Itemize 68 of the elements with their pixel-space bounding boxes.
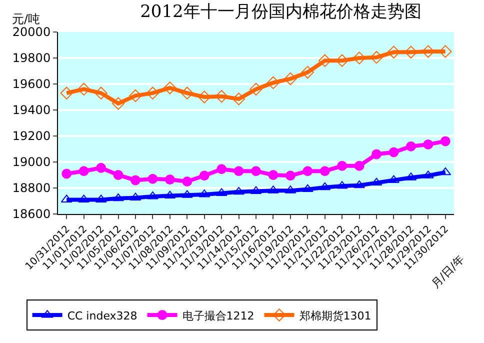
point: [94, 86, 108, 100]
point: [423, 139, 434, 150]
point: [251, 166, 261, 176]
point: [422, 45, 435, 58]
point: [284, 72, 297, 86]
point: [387, 46, 400, 58]
point: [372, 149, 382, 160]
y-tick-label: 19200: [12, 129, 51, 144]
point: [302, 184, 314, 192]
point: [302, 166, 313, 176]
point: [112, 97, 125, 110]
point: [148, 174, 158, 184]
point: [129, 89, 142, 102]
point: [113, 170, 124, 180]
point: [336, 54, 348, 67]
point: [440, 136, 450, 146]
point: [215, 90, 228, 103]
point: [199, 170, 210, 181]
point: [352, 52, 366, 64]
point: [439, 45, 452, 58]
point: [320, 166, 330, 176]
point: [318, 54, 332, 67]
point: [77, 82, 90, 96]
y-axis-title: 元/吨: [12, 12, 40, 26]
point: [440, 167, 452, 176]
point: [233, 186, 244, 195]
point: [266, 76, 280, 90]
point: [354, 180, 365, 188]
point: [216, 164, 227, 174]
point: [268, 170, 278, 180]
y-tick-label: 19600: [12, 77, 51, 92]
y-tick-label: 20000: [12, 25, 51, 40]
point: [112, 193, 124, 202]
point: [96, 162, 106, 173]
point: [62, 168, 72, 179]
point: [406, 141, 416, 152]
point: [78, 166, 89, 176]
point: [182, 176, 192, 186]
y-tick-label: 18800: [12, 181, 51, 196]
point: [285, 170, 296, 181]
y-tick-label: 19000: [12, 155, 51, 170]
legend-label: 郑棉期货1301: [299, 309, 372, 322]
point: [232, 92, 246, 106]
y-tick-label: 19400: [12, 103, 51, 118]
legend-label: CC index328: [67, 309, 138, 322]
point: [146, 86, 160, 100]
point: [164, 82, 176, 94]
point: [60, 86, 73, 100]
point: [180, 86, 194, 100]
point: [388, 147, 399, 158]
point: [301, 66, 314, 79]
y-tick-label: 18600: [12, 207, 51, 222]
point: [319, 182, 331, 190]
point: [164, 174, 175, 185]
point: [404, 46, 418, 58]
point: [370, 178, 382, 186]
y-tick-label: 19800: [12, 51, 51, 66]
point: [370, 51, 383, 64]
point: [337, 160, 348, 171]
point: [164, 190, 176, 199]
point: [354, 160, 364, 171]
point: [234, 166, 244, 176]
chart-title: 2012年十一月份国内棉花价格走势图: [140, 2, 422, 22]
point: [130, 175, 140, 186]
point: [147, 191, 158, 200]
legend-label: 电子撮合1212: [182, 309, 254, 322]
point: [250, 82, 262, 96]
point: [198, 90, 211, 104]
